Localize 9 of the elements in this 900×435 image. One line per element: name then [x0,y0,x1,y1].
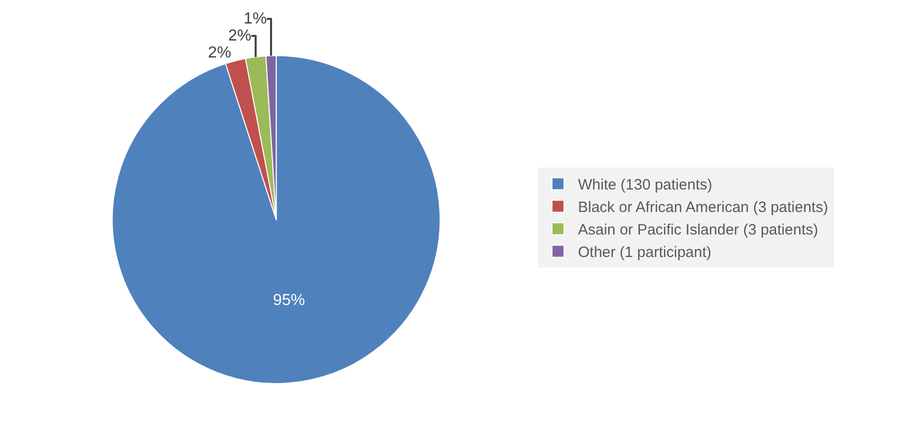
legend-label: Asain or Pacific Islander (3 patients) [578,222,818,239]
data-label: 1% [244,10,267,28]
data-label: 2% [228,27,252,44]
legend-label: White (130 patients) [578,176,712,194]
pie-slice [225,58,277,220]
data-label: 2% [208,44,232,62]
legend-label: Black or African American (3 patients) [578,199,828,216]
data-label: 95% [273,292,306,310]
legend-label: Other (1 participant) [578,244,712,262]
